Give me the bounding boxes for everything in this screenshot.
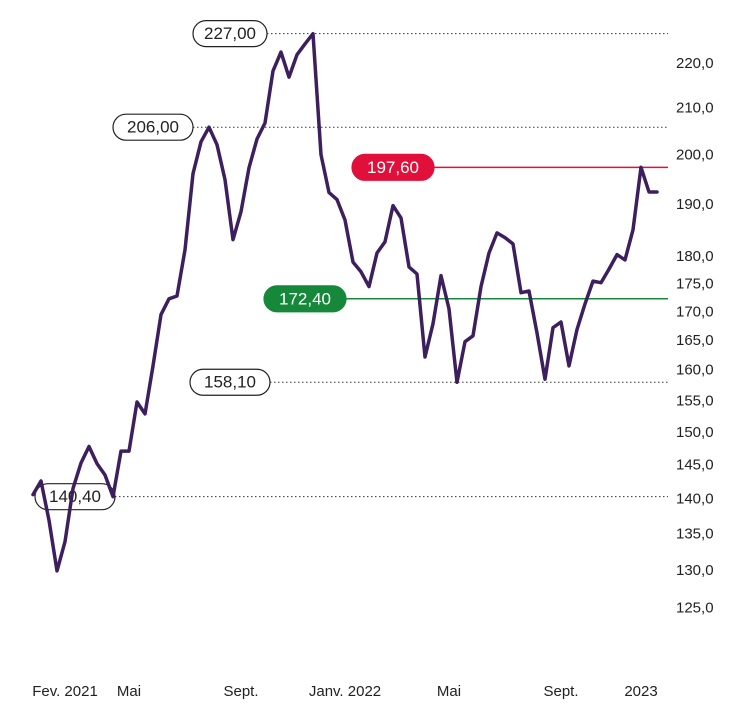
reference-label-box: [263, 285, 347, 313]
y-tick-label: 180,0: [676, 248, 714, 265]
y-tick-label: 210,0: [676, 100, 714, 117]
y-tick-label: 165,0: [676, 332, 714, 349]
x-tick-label: Mai: [437, 683, 461, 700]
reference-label: 172,40: [279, 289, 331, 308]
x-tick-label: Janv. 2022: [309, 683, 381, 700]
y-tick-label: 125,0: [676, 600, 714, 617]
y-tick-label: 135,0: [676, 525, 714, 542]
x-tick-label: Mai: [117, 683, 141, 700]
y-tick-label: 130,0: [676, 562, 714, 579]
y-tick-label: 155,0: [676, 392, 714, 409]
y-tick-label: 145,0: [676, 457, 714, 474]
x-tick-label: Fev. 2021: [32, 683, 98, 700]
reference-label: 158,10: [204, 373, 256, 392]
reference-label-box: [112, 113, 194, 141]
reference-label: 197,60: [367, 158, 419, 177]
y-tick-label: 220,0: [676, 55, 714, 72]
x-tick-label: 2023: [624, 683, 657, 700]
reference-label-box: [189, 368, 271, 396]
y-tick-label: 140,0: [676, 490, 714, 507]
y-tick-label: 175,0: [676, 275, 714, 292]
y-tick-label: 200,0: [676, 147, 714, 164]
y-tick-label: 190,0: [676, 196, 714, 213]
reference-label-box: [192, 20, 268, 48]
y-tick-label: 160,0: [676, 362, 714, 379]
y-tick-label: 150,0: [676, 424, 714, 441]
price-line: [31, 31, 659, 573]
y-tick-label: 170,0: [676, 303, 714, 320]
reference-label: 140,40: [49, 487, 101, 506]
reference-label-box: [351, 153, 435, 181]
x-tick-label: Sept.: [543, 683, 578, 700]
reference-label: 227,00: [204, 24, 256, 43]
x-tick-label: Sept.: [223, 683, 258, 700]
reference-label: 206,00: [127, 118, 179, 137]
